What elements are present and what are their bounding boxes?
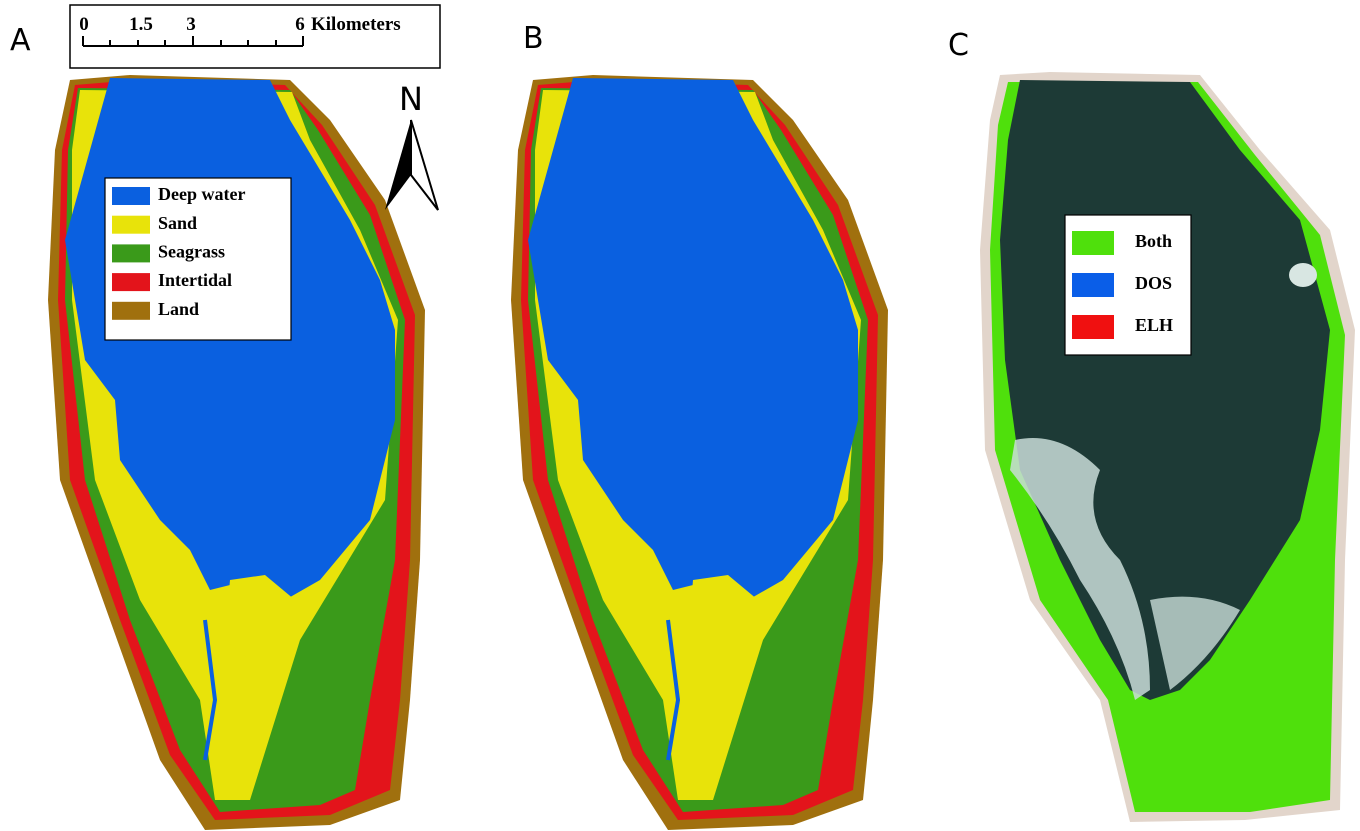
scale-label: 0	[79, 14, 89, 35]
scale-label: 1.5	[129, 14, 153, 35]
legend-label: Land	[158, 299, 199, 319]
panel-label: B	[523, 21, 544, 56]
legend-label: Seagrass	[158, 242, 225, 262]
scale-unit: Kilometers	[311, 14, 401, 35]
north-label: N	[399, 80, 423, 118]
panel-label: A	[10, 23, 31, 58]
legend-label: Deep water	[158, 184, 245, 204]
map-b	[511, 75, 888, 830]
legend-swatch	[112, 216, 150, 234]
legend-label: Intertidal	[158, 270, 232, 290]
scale-label: 6	[295, 14, 305, 35]
north-arrow	[411, 120, 438, 210]
island	[1289, 263, 1317, 287]
panel-label: C	[948, 28, 969, 63]
figure: A B C 0 1.5 3 6 Kilometers N Deep water S…	[0, 0, 1360, 831]
legend-label: DOS	[1135, 273, 1172, 293]
legend-swatch	[112, 244, 150, 262]
map-c	[980, 72, 1355, 822]
north-arrow	[385, 120, 411, 210]
legend-swatch	[112, 273, 150, 291]
legend-label: ELH	[1135, 315, 1173, 335]
legend-label: Sand	[158, 213, 197, 233]
legend-swatch	[112, 187, 150, 205]
legend-swatch	[1072, 231, 1114, 255]
legend-label: Both	[1135, 231, 1172, 251]
legend-swatch	[1072, 315, 1114, 339]
scale-label: 3	[186, 14, 196, 35]
legend-swatch	[112, 302, 150, 320]
legend-swatch	[1072, 273, 1114, 297]
